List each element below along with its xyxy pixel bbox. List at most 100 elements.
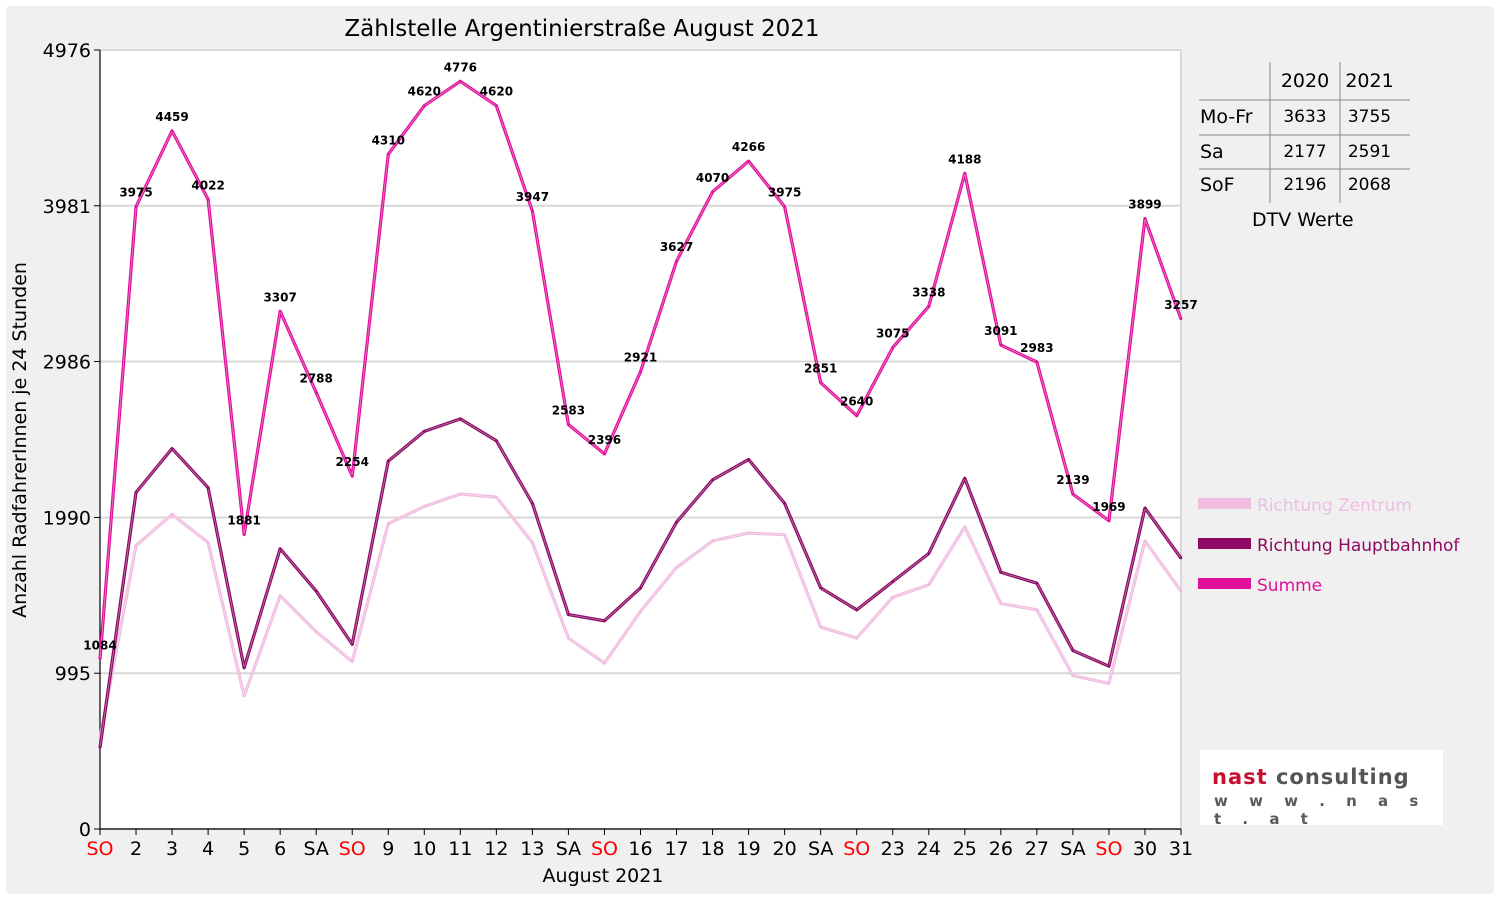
series-point <box>999 343 1003 347</box>
series-point <box>495 104 498 107</box>
x-tick-label: SA <box>556 838 581 860</box>
series-point <box>567 423 570 426</box>
series-point <box>315 630 318 633</box>
series-point <box>206 486 210 489</box>
series-point <box>567 613 570 616</box>
series-point <box>711 478 714 482</box>
data-label: 2851 <box>804 362 837 376</box>
series-point <box>963 477 966 480</box>
series-point <box>819 381 822 384</box>
series-point <box>891 596 894 599</box>
y-tick-label: 4976 <box>43 40 91 62</box>
series-point <box>423 104 426 107</box>
data-label: 2139 <box>1056 473 1089 487</box>
data-label: 2254 <box>336 455 369 469</box>
series-point <box>747 458 750 461</box>
series-point <box>855 414 858 417</box>
series-point <box>315 391 318 394</box>
series-point <box>711 190 714 194</box>
data-label: 3899 <box>1128 198 1161 212</box>
series-point <box>927 305 930 308</box>
series-point <box>242 666 246 669</box>
dtv-cell: 2591 <box>1347 142 1392 162</box>
series-point <box>242 533 246 536</box>
data-label: 4070 <box>696 171 729 185</box>
series-point <box>891 346 894 349</box>
x-tick-label: 2 <box>130 838 142 860</box>
series-point <box>1071 492 1075 496</box>
plot-area <box>100 50 1181 829</box>
series-point <box>639 586 642 590</box>
logo-brand: nast consulting <box>1212 765 1410 789</box>
series-point <box>351 474 354 478</box>
series-point <box>927 552 930 555</box>
logo-brand-part-a: nast <box>1212 765 1268 789</box>
x-tick-label: 9 <box>382 838 394 860</box>
dtv-cell: 3755 <box>1347 107 1392 127</box>
dtv-header-2020: 2020 <box>1280 70 1330 92</box>
data-label: 3975 <box>119 186 152 200</box>
x-tick-label: 10 <box>412 838 436 860</box>
series-point <box>315 589 318 593</box>
x-tick-label: 13 <box>520 838 544 860</box>
y-tick-label: 2986 <box>43 352 91 374</box>
chart-title: Zählstelle Argentinierstraße August 2021 <box>344 16 819 42</box>
data-label: 3307 <box>263 290 296 304</box>
series-point <box>675 259 678 263</box>
data-label: 1084 <box>83 638 116 652</box>
data-label: 2983 <box>1020 341 1053 355</box>
series-point <box>1179 589 1183 593</box>
data-label: 3338 <box>912 285 945 299</box>
y-tick-label: 3981 <box>43 196 91 218</box>
x-axis-label: August 2021 <box>543 865 664 887</box>
legend: Richtung Zentrum Richtung Hauptbahnhof Sum… <box>1198 496 1460 596</box>
x-tick-label: SA <box>1060 838 1085 860</box>
x-tick-label: 23 <box>881 838 905 860</box>
series-point <box>1143 539 1147 543</box>
series-point <box>423 430 426 433</box>
series-point <box>1107 519 1111 522</box>
series-point <box>206 198 210 201</box>
x-tick-label: 6 <box>274 838 286 860</box>
data-label: 3627 <box>660 240 693 254</box>
dtv-row-label: Sa <box>1200 141 1224 163</box>
dtv-cell: 3633 <box>1283 107 1327 127</box>
series-point <box>278 547 282 550</box>
legend-label: Richtung Zentrum <box>1257 496 1412 516</box>
series-point <box>531 209 534 213</box>
series-point <box>278 310 282 313</box>
series-point <box>1035 582 1039 585</box>
data-label: 1969 <box>1092 500 1125 514</box>
series-point <box>170 513 174 516</box>
x-tick-label: SO <box>86 838 113 860</box>
series-point <box>783 502 786 505</box>
series-point <box>242 694 246 698</box>
x-tick-label: SO <box>843 838 870 860</box>
series-point <box>747 531 750 535</box>
company-logo: nast consulting w w w . n a s t . a t <box>1200 750 1443 828</box>
logo-url: w w w . n a s t . a t <box>1214 792 1427 828</box>
series-point <box>206 541 210 544</box>
dtv-cell: 2068 <box>1347 175 1392 195</box>
series-point <box>855 608 858 612</box>
dtv-header-2021: 2021 <box>1345 70 1394 92</box>
x-tick-label: 17 <box>664 838 688 860</box>
series-point <box>963 172 966 175</box>
series-point <box>1035 360 1039 364</box>
data-label: 4620 <box>480 85 513 99</box>
x-tick-label: 25 <box>953 838 977 860</box>
series-point <box>351 660 354 663</box>
data-label: 3975 <box>768 186 801 200</box>
x-tick-label: 20 <box>773 838 797 860</box>
x-tick-label: 4 <box>202 838 214 860</box>
series-point <box>423 505 426 508</box>
x-tick-label: 24 <box>917 838 941 860</box>
x-tick-label: 27 <box>1025 838 1049 860</box>
series-point <box>675 520 678 524</box>
data-label: 2640 <box>840 395 873 409</box>
series-point <box>351 643 354 646</box>
legend-label: Summe <box>1257 576 1322 596</box>
x-tick-label: SO <box>339 838 366 860</box>
series-point <box>1179 556 1183 560</box>
